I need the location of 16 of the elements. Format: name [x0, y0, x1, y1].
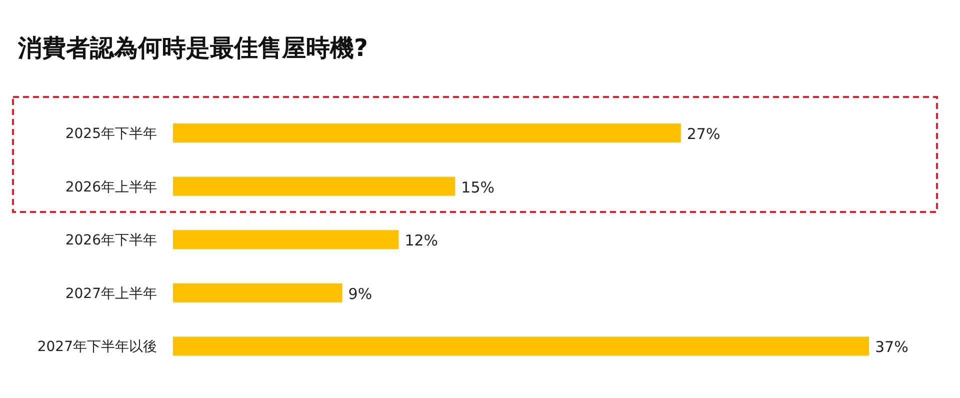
bar [173, 124, 681, 142]
data-label: 9% [348, 284, 372, 303]
bar [173, 176, 456, 196]
bar [173, 336, 869, 356]
y-tick-label: 2025年下半年 [65, 126, 157, 142]
y-tick-label: 2026年下半年 [65, 232, 157, 249]
bar [173, 230, 399, 250]
bar [173, 283, 342, 302]
data-label: 27% [686, 125, 720, 143]
data-label: 37% [875, 338, 908, 356]
data-label: 15% [461, 178, 495, 196]
chart-title: 消費者認為何時是最佳售屋時機? [17, 34, 368, 62]
y-tick-label: 2027年上半年 [65, 286, 157, 302]
data-label: 12% [404, 232, 438, 250]
y-tick-label: 2026年上半年 [65, 179, 157, 196]
y-tick-label: 2027年下半年以後 [37, 339, 157, 356]
